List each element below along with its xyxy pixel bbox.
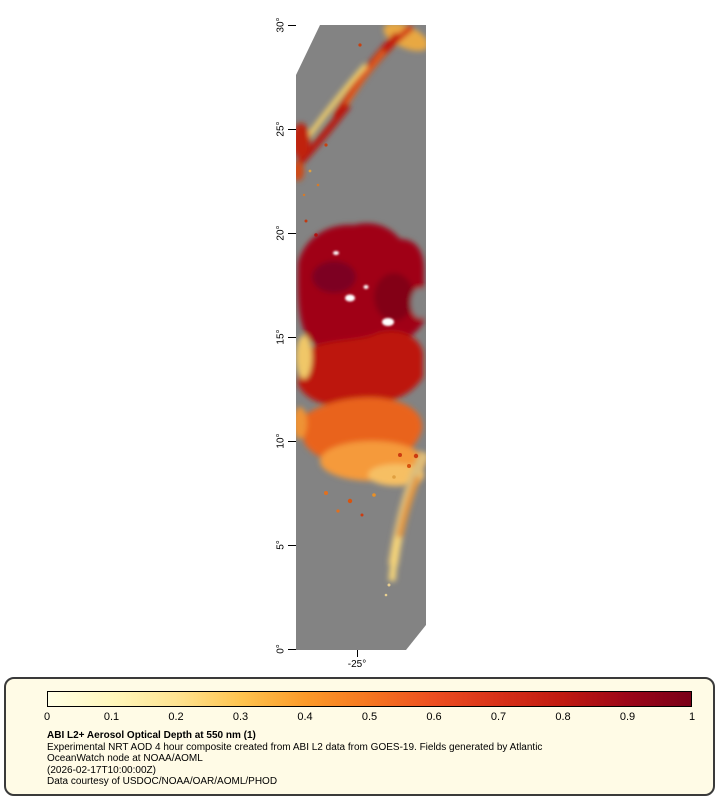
figure-title: ABI L2+ Aerosol Optical Depth at 550 nm …: [47, 730, 256, 741]
colorbar-tick-0.5: 0.5: [361, 711, 378, 723]
swath-corner-cut-bottom: [406, 625, 426, 650]
plume-south-speckles: [384, 453, 419, 597]
swath-corner-cut-top: [296, 25, 320, 75]
plume-main-holes: [333, 251, 394, 326]
lat-label-30: 30°: [275, 17, 287, 33]
lat-tick-30: [288, 25, 296, 26]
lat-label-15: 15°: [275, 329, 287, 345]
lat-tick-5: [288, 545, 296, 546]
colorbar-tick-0.1: 0.1: [103, 711, 120, 723]
lat-tick-20: [288, 233, 296, 234]
figure-caption: ABI L2+ Aerosol Optical Depth at 550 nm …: [47, 730, 542, 788]
colorbar-tick-0.7: 0.7: [490, 711, 507, 723]
colorbar-tick-0.9: 0.9: [619, 711, 636, 723]
plume-north-speckles: [302, 43, 362, 197]
lat-tick-10: [288, 441, 296, 442]
plume-main-speckles: [304, 219, 376, 517]
lat-tick-25: [288, 129, 296, 130]
colorbar-tick-0.2: 0.2: [168, 711, 184, 723]
lat-label-5: 5°: [275, 540, 287, 550]
lat-label-25: 25°: [275, 121, 287, 137]
aod-plume-south: [388, 450, 426, 582]
colorbar: [47, 691, 692, 707]
caption-line-description-1: Experimental NRT AOD 4 hour composite cr…: [47, 741, 543, 753]
colorbar-tick-1: 1: [688, 711, 696, 723]
colorbar-tick-0.3: 0.3: [232, 711, 249, 723]
lat-label-10: 10°: [275, 433, 287, 449]
caption-line-data-courtesy: Data courtesy of USDOC/NOAA/OAR/AOML/PHO…: [47, 776, 278, 787]
aod-plume-main: [296, 223, 426, 486]
aod-map-canvas: [296, 25, 426, 650]
lat-tick-15: [288, 337, 296, 338]
colorbar-tick-0: 0: [43, 711, 51, 723]
lat-label-0: 0°: [275, 644, 287, 654]
caption-line-timestamp: (2026-02-17T10:00:00Z): [47, 764, 156, 776]
lon-label-minus25: -25°: [347, 659, 367, 670]
aod-plume-north: [296, 25, 426, 181]
lon-tick-minus25: [357, 650, 358, 657]
lat-tick-0: [288, 649, 296, 650]
colorbar-tick-0.4: 0.4: [297, 711, 313, 723]
lat-label-20: 20°: [275, 225, 287, 241]
colorbar-tick-0.8: 0.8: [555, 711, 571, 723]
legend-panel: 0 0.1 0.2 0.3 0.4 0.5 0.6 0.7 0.8 0.9 1 …: [4, 677, 715, 796]
caption-line-description-2: OceanWatch node at NOAA/AOML: [47, 753, 203, 764]
colorbar-tick-0.6: 0.6: [426, 711, 442, 723]
